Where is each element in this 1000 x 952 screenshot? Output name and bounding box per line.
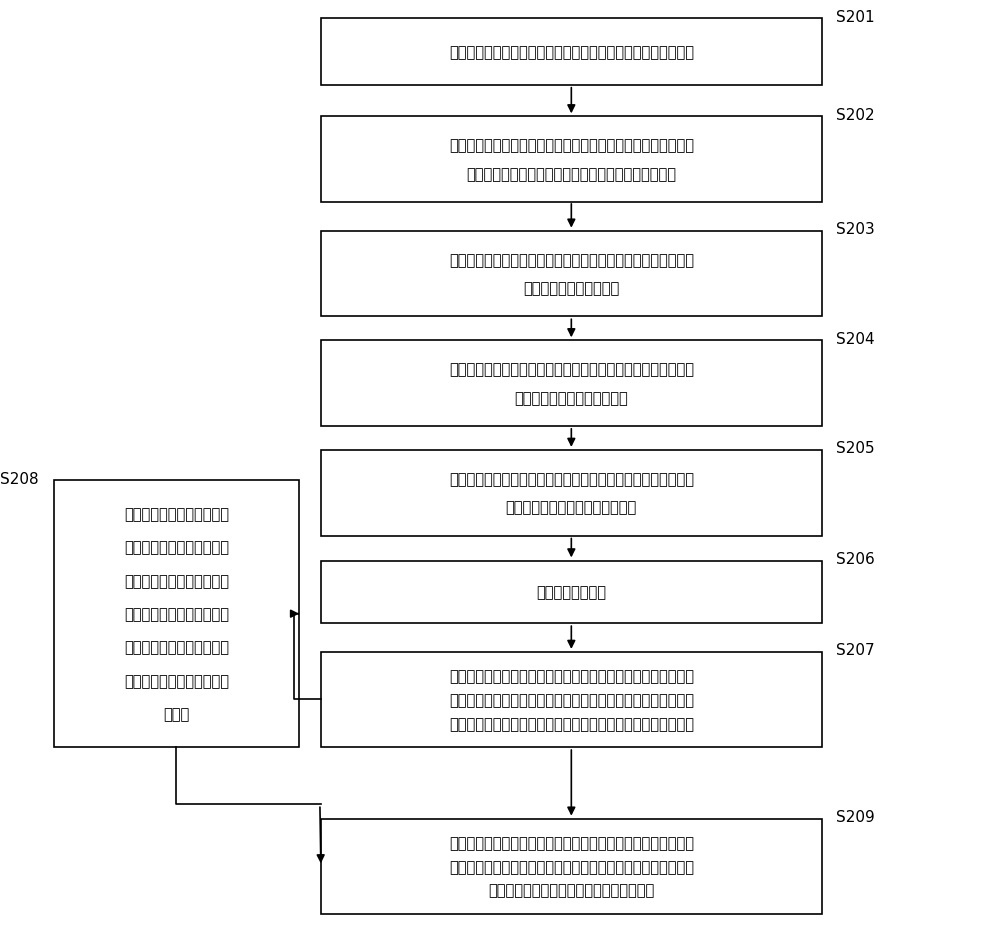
Text: 在一个或多个数据复制组的数据复制子延迟时间大于预先设置的: 在一个或多个数据复制组的数据复制子延迟时间大于预先设置的 xyxy=(449,471,694,486)
Text: 复制组的数据复制子延迟时间: 复制组的数据复制子延迟时间 xyxy=(514,390,628,406)
Text: S203: S203 xyxy=(836,222,875,237)
Text: 获取各数据复制组在核心站点主机处的第一子时间戳和在备份站: 获取各数据复制组在核心站点主机处的第一子时间戳和在备份站 xyxy=(449,252,694,268)
Text: 根据各数据复制组的第一子时间戳和第二子时间戳，确定各数据: 根据各数据复制组的第一子时间戳和第二子时间戳，确定各数据 xyxy=(449,362,694,377)
Text: 监测当前时间，并在当前时: 监测当前时间，并在当前时 xyxy=(124,506,229,522)
Text: 间到达一预设的第一时刻时: 间到达一预设的第一时刻时 xyxy=(124,540,229,555)
FancyBboxPatch shape xyxy=(321,19,822,86)
Text: 若在一预设时间内监测到延迟报警信号的次数大于一预先设置的: 若在一预设时间内监测到延迟报警信号的次数大于一预先设置的 xyxy=(449,668,694,684)
Text: S201: S201 xyxy=(836,10,875,25)
Text: 询交易数据进行查询交易结: 询交易数据进行查询交易结 xyxy=(124,673,229,688)
FancyBboxPatch shape xyxy=(321,341,822,426)
Text: 控制备份站点主机停止进行: 控制备份站点主机停止进行 xyxy=(124,573,229,588)
Text: 果展示: 果展示 xyxy=(163,706,189,722)
Text: 核心站点主机根据可分离查: 核心站点主机根据可分离查 xyxy=(124,640,229,655)
Text: 站点主机停止进行查询交易结果展示，并控制备份站点主机根据: 站点主机停止进行查询交易结果展示，并控制备份站点主机根据 xyxy=(449,859,694,874)
Text: 将多个数据复制组向备份站点主机进行复制传输，以使得备份站: 将多个数据复制组向备份站点主机进行复制传输，以使得备份站 xyxy=(449,138,694,153)
FancyBboxPatch shape xyxy=(54,481,299,747)
FancyBboxPatch shape xyxy=(321,561,822,623)
Text: 可分离查询交易数据进行查询交易结果展示: 可分离查询交易数据进行查询交易结果展示 xyxy=(488,883,654,898)
FancyBboxPatch shape xyxy=(321,819,822,914)
Text: S206: S206 xyxy=(836,552,875,566)
Text: S202: S202 xyxy=(836,108,875,123)
Text: S209: S209 xyxy=(836,809,875,824)
FancyBboxPatch shape xyxy=(321,117,822,203)
FancyBboxPatch shape xyxy=(321,231,822,317)
Text: S207: S207 xyxy=(836,643,875,658)
Text: 制核心站点主机根据可分离查询交易数据进行查询交易结果展示: 制核心站点主机根据可分离查询交易数据进行查询交易结果展示 xyxy=(449,716,694,731)
Text: 监测当前时间，并在当前时间到达一预设的第二时刻时控制核心: 监测当前时间，并在当前时间到达一预设的第二时刻时控制核心 xyxy=(449,835,694,850)
Text: 点主机根据可分离查询交易数据进行查询交易结果展示: 点主机根据可分离查询交易数据进行查询交易结果展示 xyxy=(466,167,676,182)
FancyBboxPatch shape xyxy=(321,652,822,747)
Text: 次数阈值，控制备份站点主机停止进行查询交易结果展示，并控: 次数阈值，控制备份站点主机停止进行查询交易结果展示，并控 xyxy=(449,692,694,707)
Text: S204: S204 xyxy=(836,331,875,347)
Text: 监测延迟报警信号: 监测延迟报警信号 xyxy=(536,585,606,600)
Text: S208: S208 xyxy=(0,471,39,486)
Text: 点主机处的第二子时间戳: 点主机处的第二子时间戳 xyxy=(523,281,619,296)
Text: 时间阈值时，生成一延迟报警信号: 时间阈值时，生成一延迟报警信号 xyxy=(506,500,637,515)
Text: 查询交易结果展示，并控制: 查询交易结果展示，并控制 xyxy=(124,606,229,622)
Text: 将核心站点主机中的可分离查询交易数据划分为多个数据复制组: 将核心站点主机中的可分离查询交易数据划分为多个数据复制组 xyxy=(449,45,694,60)
FancyBboxPatch shape xyxy=(321,450,822,536)
Text: S205: S205 xyxy=(836,441,875,456)
